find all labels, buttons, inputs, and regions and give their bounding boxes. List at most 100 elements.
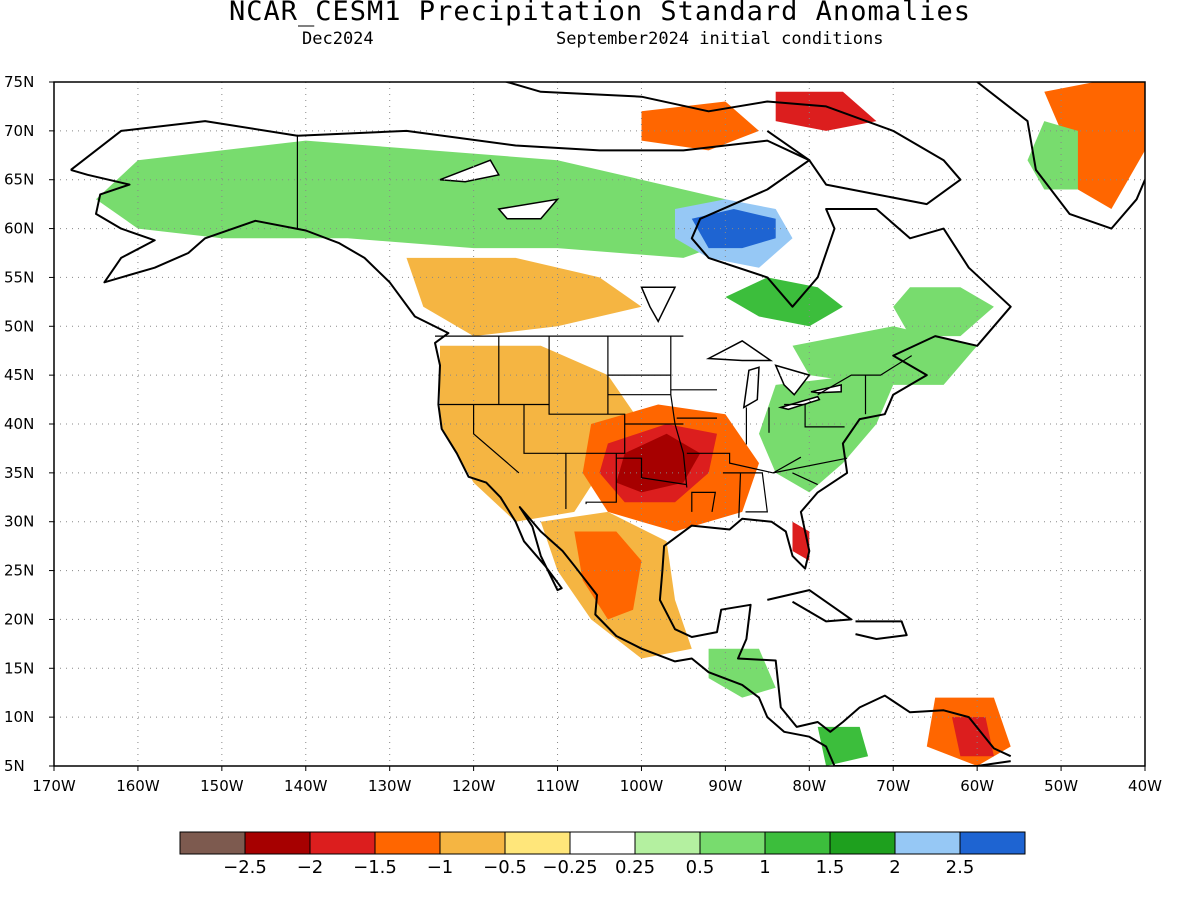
border-line [548,336,626,509]
border-line [804,404,845,428]
anomaly-region-labrador-wet [893,287,994,337]
initial-conditions-label: September2024 initial conditions [556,29,884,49]
border-line [738,472,742,518]
border-line [691,491,717,513]
lon-label: 90W [708,777,742,795]
coastline-segment [767,589,853,623]
lat-label: 35N [4,464,34,482]
colorbar-label: −1 [427,857,454,878]
colorbar-swatch [439,831,506,855]
lat-label: 30N [4,513,34,531]
anomaly-region-ne-canada-wet [792,326,978,385]
anomaly-region-central-america-wet [708,648,776,698]
lat-label: 60N [4,220,34,238]
colorbar-swatch [569,831,636,855]
anomaly-region-alaska-light-wet [96,140,768,258]
colorbar-swatch [829,831,896,855]
border-line [784,400,812,406]
colorbar-swatch [634,831,701,855]
colorbar-label: 0.25 [615,857,655,878]
border-line [523,404,566,454]
colorbar-swatch [309,831,376,855]
anomaly-region-baffin-dry [641,101,759,151]
anomaly-region-west-canada-dry [406,257,642,337]
colorbar-label: 2 [889,857,900,878]
political-borders [296,134,913,518]
lat-label: 70N [4,122,34,140]
colorbar-label: −0.5 [483,857,527,878]
lake-7 [640,286,677,324]
border-line [772,456,802,474]
lon-label: 130W [368,777,412,795]
anomaly-region-caribbean-sa-strong-dry [952,717,994,757]
anomaly-shading [96,82,1145,766]
lat-label: 5N [4,757,25,775]
lon-label: 50W [1044,777,1078,795]
lon-label: 120W [452,777,496,795]
coastline-segment [855,620,908,640]
lake-6 [497,198,560,220]
border-line [722,472,768,513]
lat-label: 40N [4,415,34,433]
coastlines [70,82,1145,766]
border-line [616,457,687,486]
colorbar-swatch [959,831,1026,855]
border-line [585,453,617,505]
colorbar-swatch [374,831,441,855]
lat-label: 50N [4,317,34,335]
lat-label: 65N [4,171,34,189]
lat-label: 75N [4,73,34,91]
colorbar-label: −1.5 [353,857,397,878]
lat-label: 15N [4,659,34,677]
colorbar-swatch [504,831,571,855]
lat-label: 10N [4,708,34,726]
lon-label: 110W [536,777,580,795]
colorbar-swatch [699,831,766,855]
lake-1 [742,366,760,409]
anomaly-region-mexico-mod-dry [574,531,642,620]
colorbar-swatch [179,831,246,855]
colorbar-swatch [764,831,831,855]
border-line [473,404,520,474]
colorbar-label: −2.5 [223,857,267,878]
colorbar-label: −0.25 [542,857,597,878]
lat-label: 55N [4,268,34,286]
lon-label: 170W [32,777,76,795]
anomaly-region-quebec-wet [725,277,843,327]
coastline-segment [70,120,1012,758]
border-line [792,472,818,486]
anomaly-region-greenland-wet [1027,121,1078,190]
lon-label: 100W [620,777,664,795]
anomaly-region-greenland-dry [1044,82,1145,209]
anomaly-region-plains-core-dry [616,433,701,493]
lon-label: 80W [792,777,826,795]
colorbar-label: 1 [759,857,770,878]
lake-0 [705,340,774,362]
lon-label: 60W [960,777,994,795]
anomaly-region-hudson-bay-dark-blue [691,209,776,249]
lat-label: 20N [4,610,34,628]
colorbar: −2.5 −2 −1.5 −1 −0.5 −0.25 0.25 0.5 1 1.5 2 2.5 [179,831,1026,878]
lat-label: 45N [4,366,34,384]
lon-label: 40W [1128,777,1162,795]
border-line [686,452,848,474]
lon-label: 70W [876,777,910,795]
colorbar-swatch [244,831,311,855]
valid-month-label: Dec2024 [302,29,374,49]
lon-label: 150W [200,777,244,795]
lon-label: 160W [116,777,160,795]
colorbar-label: 0.5 [686,857,715,878]
coastline-segment [503,82,962,206]
coastline-segment [976,82,1145,230]
colorbar-swatch [894,831,961,855]
axis-labels: 75N 70N 65N 60N 55N 50N 45N 40N 35N 30N 25N 20N 15N 1… [4,73,1162,795]
lake-2 [774,364,811,396]
graticule [54,82,1145,766]
lat-label: 25N [4,562,34,580]
colorbar-label: 1.5 [816,857,845,878]
lake-3 [777,395,821,411]
lon-label: 140W [284,777,328,795]
map-title: NCAR_CESM1 Precipitation Standard Anomal… [229,0,971,27]
coastline-segment [70,168,1011,766]
